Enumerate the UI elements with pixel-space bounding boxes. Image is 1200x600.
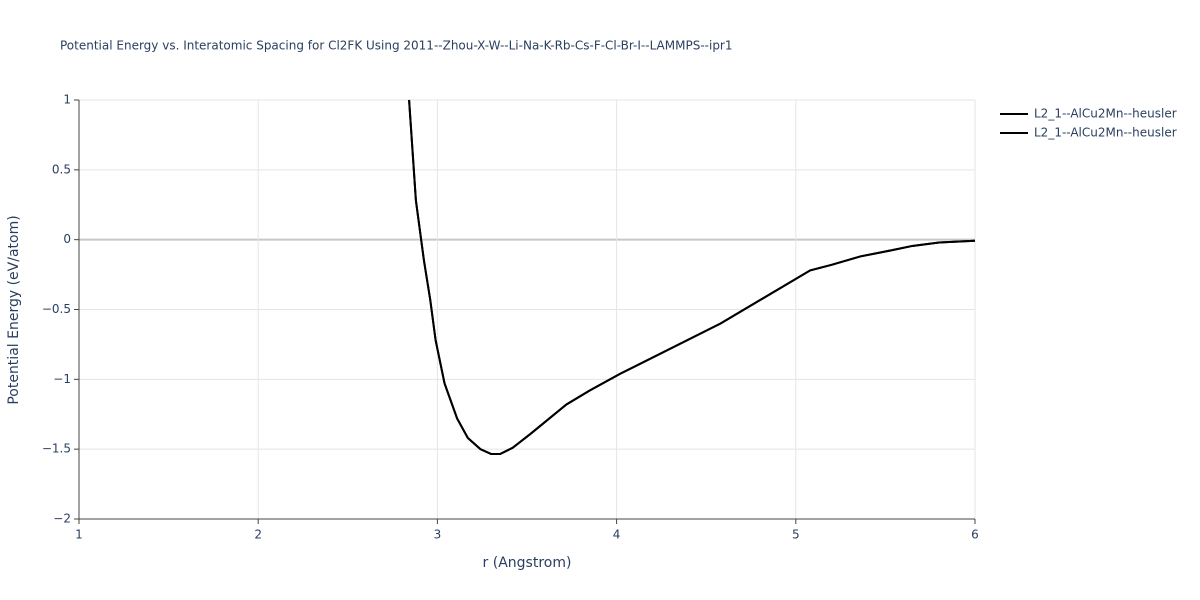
y-tick-label: 0.5 xyxy=(52,162,71,176)
chart-title: Potential Energy vs. Interatomic Spacing… xyxy=(60,39,733,53)
y-tick-label: −0.5 xyxy=(42,302,71,316)
y-tick-label: −2 xyxy=(53,512,71,526)
series-line xyxy=(408,99,976,456)
x-tick-label: 2 xyxy=(254,528,262,542)
x-tick-label: 5 xyxy=(792,528,800,542)
y-tick-label: 0 xyxy=(63,232,71,246)
series-line xyxy=(408,99,976,456)
x-axis-title: r (Angstrom) xyxy=(483,555,572,571)
x-tick-label: 1 xyxy=(75,528,83,542)
x-tick-label: 3 xyxy=(434,528,442,542)
y-axis-title: Potential Energy (eV/atom) xyxy=(6,215,22,404)
x-tick-label: 6 xyxy=(971,528,979,542)
legend-label: L2_1--AlCu2Mn--heusler xyxy=(1034,126,1177,140)
x-tick-label: 4 xyxy=(613,528,621,542)
legend-label: L2_1--AlCu2Mn--heusler xyxy=(1034,107,1177,121)
y-tick-label: 1 xyxy=(63,93,71,107)
y-tick-label: −1.5 xyxy=(42,442,71,456)
y-tick-label: −1 xyxy=(53,372,71,386)
